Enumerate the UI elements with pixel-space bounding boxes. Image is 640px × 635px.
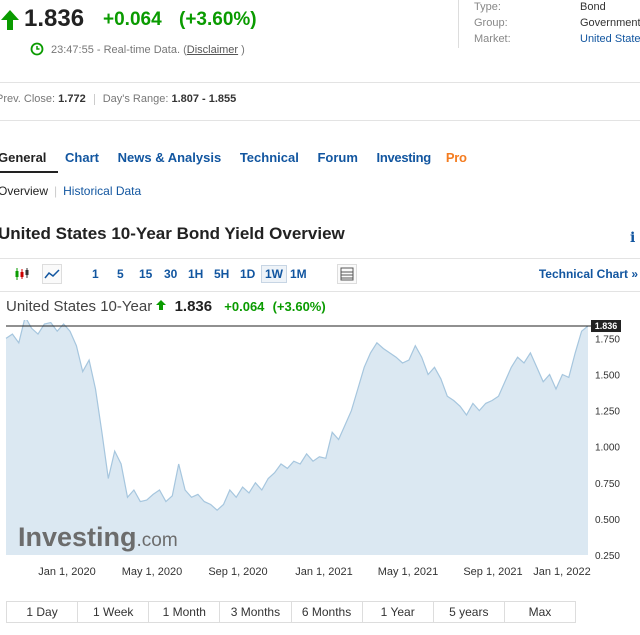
chart-value: 1.836 bbox=[174, 298, 213, 315]
range-3-months[interactable]: 3 Months bbox=[220, 602, 292, 622]
y-tick-label: 1.500 bbox=[595, 371, 620, 382]
chart-change: +0.064 bbox=[224, 299, 265, 314]
range-5-years[interactable]: 5 years bbox=[434, 602, 505, 622]
interval-1d[interactable]: 1D bbox=[240, 267, 256, 281]
interval-1m[interactable]: 1M bbox=[290, 267, 307, 281]
x-tick-label: Jan 1, 2022 bbox=[533, 566, 591, 578]
tab-news-analysis[interactable]: News & Analysis bbox=[117, 150, 222, 165]
range-1-year[interactable]: 1 Year bbox=[363, 602, 434, 622]
group-label: Group: bbox=[474, 17, 508, 29]
tab-investing-pro[interactable]: Investing Pro bbox=[376, 150, 467, 165]
prev-close-label: Prev. Close: bbox=[0, 93, 56, 105]
quote-change: +0.064 bbox=[103, 9, 162, 30]
range-1-day[interactable]: 1 Day bbox=[7, 602, 79, 622]
tab-technical[interactable]: Technical bbox=[239, 150, 299, 165]
interval-1h[interactable]: 1H bbox=[188, 267, 204, 281]
line-chart-icon[interactable] bbox=[42, 264, 62, 284]
quote-stats: Prev. Close: 1.772 Day's Range: 1.807 - 1… bbox=[0, 93, 236, 105]
page-title: United States 10-Year Bond Yield Overvie… bbox=[0, 224, 345, 243]
technical-chart-link[interactable]: Technical Chart » bbox=[538, 267, 638, 281]
y-tick-label: 1.250 bbox=[595, 407, 620, 418]
sub-tabs: Overview | Historical Data bbox=[0, 184, 142, 198]
y-tick-label: 0.250 bbox=[595, 551, 620, 562]
chart-change-percent: (+3.60%) bbox=[272, 299, 326, 314]
tab-forum[interactable]: Forum bbox=[317, 150, 358, 165]
realtime-label: - Real-time Data. ( bbox=[96, 44, 187, 56]
day-range-value: 1.807 - 1.855 bbox=[171, 93, 237, 105]
last-price-box bbox=[591, 320, 621, 333]
info-icon[interactable]: i bbox=[630, 230, 636, 246]
market-link[interactable]: United State bbox=[580, 33, 640, 45]
range-6-months[interactable]: 6 Months bbox=[292, 602, 363, 622]
chart-header: United States 10-Year 1.836 +0.064 (+3.6… bbox=[6, 298, 326, 315]
day-range-label: Day's Range: bbox=[102, 93, 169, 105]
interval-30[interactable]: 30 bbox=[164, 267, 178, 281]
type-value: Bond bbox=[580, 1, 606, 13]
group-value: Government bbox=[580, 17, 640, 29]
active-tab-underline bbox=[0, 171, 58, 173]
x-tick-label: Sep 1, 2020 bbox=[208, 566, 267, 578]
main-tabs: General Chart News & Analysis Technical … bbox=[0, 150, 497, 165]
quote-timestamp: 23:47:55 - Real-time Data. (Disclaimer ) bbox=[51, 44, 245, 56]
info-divider bbox=[458, 0, 459, 48]
range-max[interactable]: Max bbox=[528, 605, 552, 619]
divider bbox=[0, 82, 640, 83]
subtab-overview[interactable]: Overview bbox=[0, 184, 49, 198]
y-tick-label: 0.750 bbox=[595, 479, 620, 490]
tab-chart[interactable]: Chart bbox=[65, 150, 99, 165]
clock-icon bbox=[30, 42, 44, 56]
time-value: 23:47:55 bbox=[51, 44, 94, 56]
y-tick-label: 1.750 bbox=[595, 334, 620, 345]
interval-1w[interactable]: 1W bbox=[261, 265, 287, 283]
up-arrow-icon bbox=[156, 300, 167, 310]
y-tick-label: 1.000 bbox=[595, 443, 620, 454]
interval-15[interactable]: 15 bbox=[139, 267, 153, 281]
table-icon[interactable] bbox=[337, 264, 357, 284]
y-tick-label: 0.500 bbox=[595, 515, 620, 526]
tab-general[interactable]: General bbox=[0, 150, 47, 165]
up-arrow-icon bbox=[1, 10, 19, 30]
x-tick-label: Jan 1, 2021 bbox=[295, 566, 353, 578]
x-tick-label: Sep 1, 2021 bbox=[463, 566, 522, 578]
prev-close-value: 1.772 bbox=[58, 93, 86, 105]
chart-toolbar: 1 5 15 30 1H 5H 1D 1W 1M Technical Chart… bbox=[0, 258, 640, 292]
disclaimer-link[interactable]: Disclaimer bbox=[186, 44, 239, 56]
range-1-week[interactable]: 1 Week bbox=[78, 602, 150, 622]
last-price-label: 1.836 bbox=[595, 321, 618, 331]
market-label: Market: bbox=[474, 33, 511, 45]
type-label: Type: bbox=[474, 1, 501, 13]
quote-change-percent: (+3.60%) bbox=[179, 9, 257, 30]
x-tick-label: May 1, 2021 bbox=[378, 566, 439, 578]
price-chart[interactable]: 1.750 1.500 1.250 1.000 0.750 0.500 0.250 Jan … bbox=[0, 320, 640, 582]
divider bbox=[0, 120, 640, 121]
price-line bbox=[5, 320, 589, 512]
close-paren: ) bbox=[241, 44, 245, 56]
interval-5h[interactable]: 5H bbox=[214, 267, 230, 281]
x-tick-label: Jan 1, 2020 bbox=[38, 566, 96, 578]
subtab-historical-data[interactable]: Historical Data bbox=[63, 184, 142, 198]
interval-5[interactable]: 5 bbox=[117, 267, 124, 281]
range-selector: 1 Day 1 Week 1 Month 3 Months 6 Months 1… bbox=[6, 601, 576, 623]
range-1-month[interactable]: 1 Month bbox=[149, 602, 221, 622]
chart-instrument-name: United States 10-Year bbox=[6, 298, 153, 315]
investing-logo: Investing.com bbox=[18, 522, 178, 552]
x-tick-label: May 1, 2020 bbox=[122, 566, 183, 578]
quote-price: 1.836 bbox=[24, 5, 85, 32]
interval-1[interactable]: 1 bbox=[92, 267, 99, 281]
candlestick-icon[interactable] bbox=[14, 267, 30, 281]
